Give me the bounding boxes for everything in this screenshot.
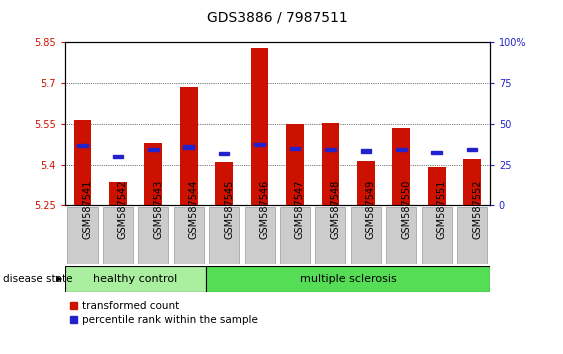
Bar — [428, 167, 445, 205]
Bar — [325, 148, 336, 151]
FancyBboxPatch shape — [173, 207, 204, 264]
FancyBboxPatch shape — [280, 207, 310, 264]
Bar — [109, 182, 127, 205]
Text: GSM587547: GSM587547 — [295, 180, 305, 239]
Text: GSM587545: GSM587545 — [224, 180, 234, 239]
Bar — [321, 122, 339, 205]
Text: GSM587544: GSM587544 — [189, 180, 199, 239]
Text: GDS3886 / 7987511: GDS3886 / 7987511 — [207, 11, 347, 25]
Bar — [463, 159, 481, 205]
Bar — [290, 147, 300, 150]
Bar — [431, 151, 442, 154]
Text: GSM587549: GSM587549 — [366, 180, 376, 239]
Bar — [396, 148, 406, 151]
Text: GSM587552: GSM587552 — [472, 179, 482, 239]
Text: GSM587543: GSM587543 — [153, 180, 163, 239]
FancyBboxPatch shape — [65, 266, 207, 292]
Bar — [360, 149, 371, 153]
Text: healthy control: healthy control — [93, 274, 178, 284]
Text: GSM587546: GSM587546 — [260, 180, 270, 239]
Bar — [286, 124, 304, 205]
Text: GSM587551: GSM587551 — [437, 180, 446, 239]
FancyBboxPatch shape — [209, 207, 239, 264]
FancyBboxPatch shape — [138, 207, 168, 264]
Bar — [180, 87, 198, 205]
Bar — [467, 148, 477, 151]
Bar — [148, 148, 159, 151]
Bar — [145, 143, 162, 205]
Bar — [184, 145, 194, 149]
FancyBboxPatch shape — [457, 207, 487, 264]
Bar — [215, 162, 233, 205]
Text: ▶: ▶ — [56, 274, 63, 283]
Text: multiple sclerosis: multiple sclerosis — [300, 274, 396, 284]
Legend: transformed count, percentile rank within the sample: transformed count, percentile rank withi… — [70, 301, 258, 325]
FancyBboxPatch shape — [103, 207, 133, 264]
Bar — [219, 152, 230, 155]
FancyBboxPatch shape — [315, 207, 346, 264]
Bar — [357, 161, 375, 205]
Bar — [251, 48, 269, 205]
FancyBboxPatch shape — [207, 266, 490, 292]
Bar — [77, 144, 88, 147]
Bar — [113, 155, 123, 158]
Bar — [392, 128, 410, 205]
Text: GSM587548: GSM587548 — [330, 180, 341, 239]
FancyBboxPatch shape — [351, 207, 381, 264]
Bar — [74, 120, 91, 205]
Text: GSM587550: GSM587550 — [401, 180, 411, 239]
FancyBboxPatch shape — [68, 207, 97, 264]
FancyBboxPatch shape — [244, 207, 275, 264]
Text: GSM587542: GSM587542 — [118, 180, 128, 239]
Bar — [254, 143, 265, 146]
Text: GSM587541: GSM587541 — [82, 180, 92, 239]
Text: disease state: disease state — [3, 274, 72, 284]
FancyBboxPatch shape — [386, 207, 416, 264]
FancyBboxPatch shape — [422, 207, 452, 264]
